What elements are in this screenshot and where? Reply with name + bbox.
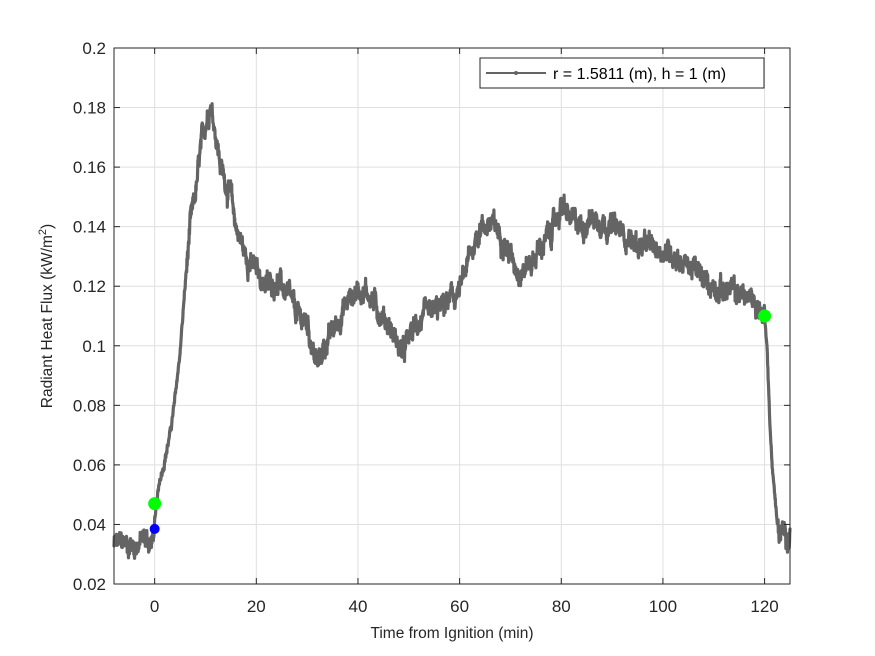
y-tick-label: 0.04 — [73, 515, 106, 534]
y-tick-label: 0.16 — [73, 158, 106, 177]
x-tick-label: 120 — [750, 597, 778, 616]
legend: r = 1.5811 (m), h = 1 (m) — [479, 57, 765, 89]
y-axis-label-base: Radiant Heat Flux (kW/m — [39, 235, 56, 408]
annotation-markers — [148, 309, 772, 534]
y-axis-ticks: 0.02 0.04 0.06 0.08 0.1 0.12 0.14 0.16 0.18 0.2 — [73, 39, 790, 594]
blue-marker-start — [149, 523, 160, 534]
series-line — [112, 102, 792, 560]
y-axis-label: Radiant Heat Flux (kW/m2) — [37, 224, 56, 408]
y-tick-label: 0.08 — [73, 396, 106, 415]
y-tick-label: 0.14 — [73, 218, 106, 237]
plot-area — [114, 48, 790, 584]
x-axis-ticks: 0 20 40 60 80 100 120 — [150, 48, 779, 616]
y-tick-label: 0.12 — [73, 277, 106, 296]
x-tick-label: 80 — [552, 597, 571, 616]
y-tick-label: 0.02 — [73, 575, 106, 594]
x-tick-label: 0 — [150, 597, 159, 616]
x-tick-label: 60 — [450, 597, 469, 616]
x-tick-label: 20 — [247, 597, 266, 616]
legend-marker-icon — [514, 71, 518, 75]
x-tick-label: 40 — [349, 597, 368, 616]
axes-box — [113, 47, 791, 585]
green-marker-start — [148, 497, 162, 511]
legend-entry-label: r = 1.5811 (m), h = 1 (m) — [553, 66, 726, 83]
y-tick-label: 0.18 — [73, 99, 106, 118]
y-tick-label: 0.06 — [73, 456, 106, 475]
axes-frame — [113, 47, 791, 585]
y-tick-label: 0.2 — [82, 39, 106, 58]
x-axis-label: Time from Ignition (min) — [370, 625, 533, 642]
green-marker-end — [758, 309, 772, 323]
y-axis-label-close: ) — [39, 224, 56, 229]
y-tick-label: 0.1 — [82, 337, 106, 356]
data-series — [112, 102, 792, 560]
x-tick-label: 100 — [649, 597, 677, 616]
y-axis-label-superscript: 2 — [37, 229, 49, 235]
